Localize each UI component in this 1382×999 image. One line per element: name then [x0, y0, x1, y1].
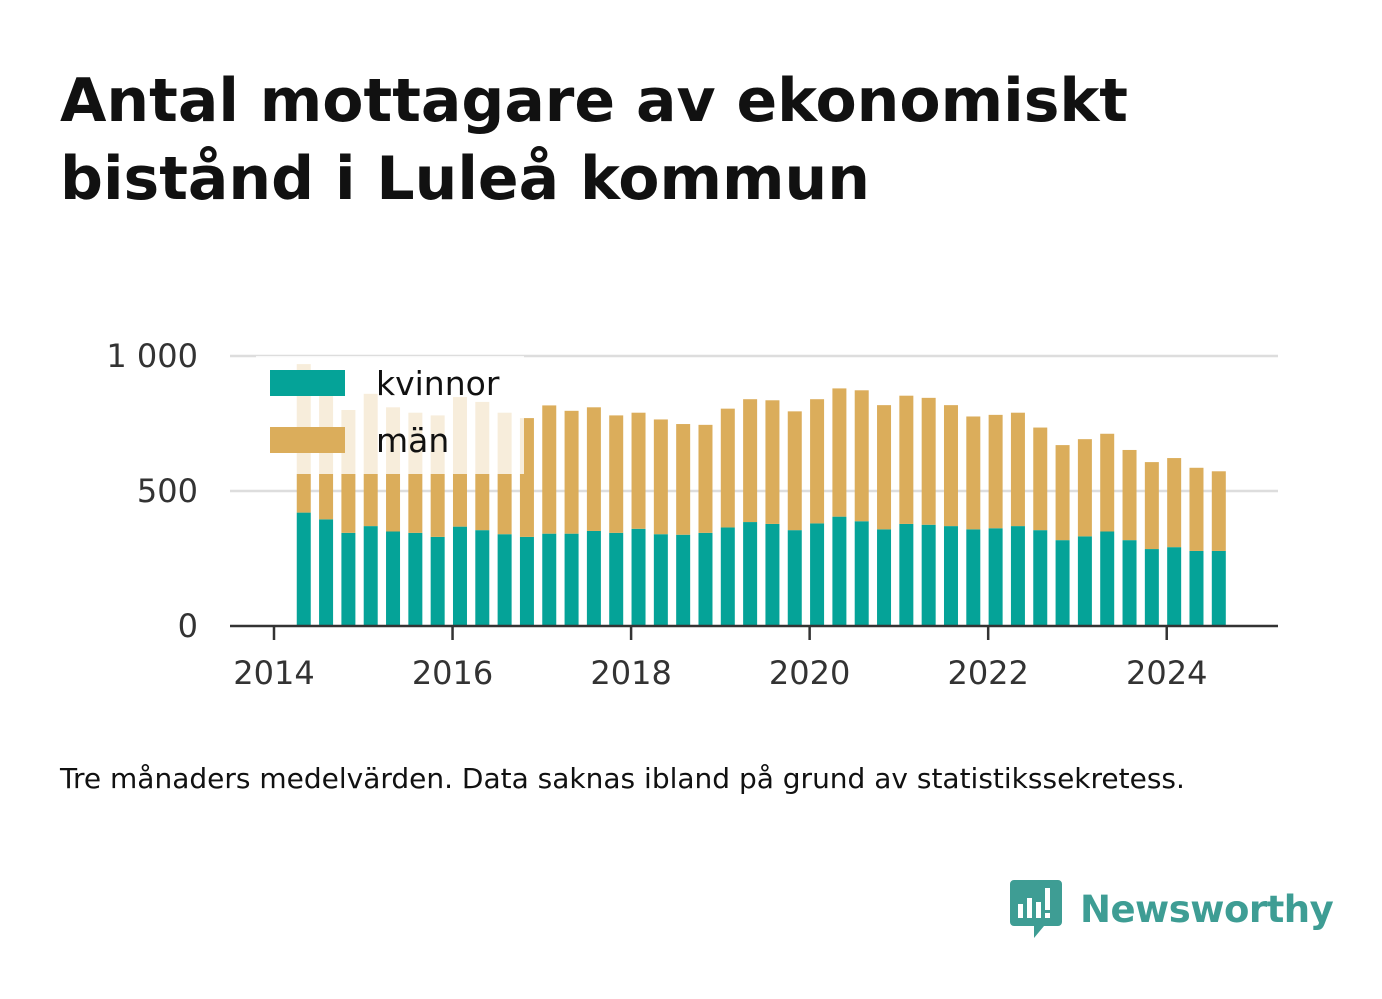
bar-kvinnor-2014-05 [296, 512, 311, 626]
bar-kvinnor-2018-05 [653, 534, 668, 626]
brand-name: Newsworthy [1080, 887, 1334, 931]
bar-m-n-2020-11 [877, 405, 892, 530]
bar-kvinnor-2020-05 [832, 516, 847, 626]
bar-kvinnor-2016-02 [452, 526, 467, 626]
bar-kvinnor-2023-02 [1077, 536, 1092, 626]
bar-kvinnor-2019-02 [720, 527, 735, 626]
bar-m-n-2024-08 [1211, 471, 1226, 551]
bar-kvinnor-2017-11 [609, 532, 624, 626]
bar-kvinnor-2022-08 [1033, 530, 1048, 626]
bar-kvinnor-2019-08 [765, 523, 780, 626]
bar-kvinnor-2021-05 [921, 524, 936, 626]
y-tick-label: 0 [178, 607, 198, 645]
bar-kvinnor-2016-05 [475, 530, 490, 626]
bar-m-n-2021-11 [966, 416, 981, 530]
bar-m-n-2019-05 [743, 399, 758, 523]
bar-kvinnor-2020-11 [877, 529, 892, 626]
legend-label: män [376, 421, 449, 460]
bar-m-n-2024-05 [1189, 467, 1204, 551]
bar-m-n-2024-02 [1167, 458, 1182, 548]
x-tick-label: 2022 [947, 654, 1028, 692]
bar-kvinnor-2020-02 [810, 523, 825, 626]
bar-kvinnor-2017-02 [542, 533, 557, 626]
brand-logo: Newsworthy [1010, 878, 1334, 940]
legend-label: kvinnor [376, 364, 500, 403]
chart-footnote: Tre månaders medelvärden. Data saknas ib… [60, 762, 1185, 795]
axes: 0 500 1 000 2014 2016 2018 2020 2022 2024 [106, 337, 1278, 692]
bar-kvinnor-2017-05 [564, 533, 579, 626]
bar-m-n-2017-02 [542, 405, 557, 534]
bar-m-n-2018-02 [631, 412, 646, 529]
bar-kvinnor-2023-05 [1100, 531, 1115, 626]
bar-kvinnor-2023-11 [1144, 549, 1159, 626]
bar-m-n-2022-05 [1010, 412, 1025, 527]
bar-m-n-2019-02 [720, 408, 735, 528]
bar-kvinnor-2018-08 [676, 534, 691, 626]
bar-kvinnor-2015-11 [430, 536, 445, 626]
bar-m-n-2023-11 [1144, 462, 1159, 550]
bar-m-n-2022-11 [1055, 445, 1070, 541]
bar-kvinnor-2017-08 [586, 530, 601, 626]
bar-kvinnor-2015-08 [408, 532, 423, 626]
bar-m-n-2022-02 [988, 414, 1003, 529]
bar-m-n-2022-08 [1033, 427, 1048, 531]
bar-chart-speech-bubble-icon [1010, 880, 1062, 938]
x-tick-label: 2020 [769, 654, 850, 692]
bar-kvinnor-2018-11 [698, 532, 713, 626]
bar-m-n-2021-08 [943, 405, 958, 527]
bar-m-n-2018-05 [653, 419, 668, 535]
bar-m-n-2020-05 [832, 388, 847, 517]
legend-swatch-m-n [270, 427, 345, 453]
bar-m-n-2021-05 [921, 397, 936, 525]
legend-swatch-kvinnor [270, 370, 345, 396]
bar-m-n-2021-02 [899, 395, 914, 524]
bar-kvinnor-2019-05 [743, 522, 758, 626]
bar-kvinnor-2016-11 [519, 536, 534, 626]
bar-m-n-2023-08 [1122, 449, 1137, 541]
y-tick-label: 500 [137, 472, 198, 510]
bar-kvinnor-2024-08 [1211, 550, 1226, 626]
bar-kvinnor-2022-11 [1055, 540, 1070, 626]
bar-m-n-2019-08 [765, 400, 780, 524]
x-tick-label: 2024 [1126, 654, 1207, 692]
bar-m-n-2019-11 [787, 411, 802, 531]
chart-title: Antal mottagare av ekonomiskt bistånd i … [60, 66, 1128, 214]
bar-kvinnor-2014-11 [341, 532, 356, 626]
bar-kvinnor-2021-08 [943, 526, 958, 626]
bar-kvinnor-2014-08 [319, 519, 334, 626]
legend: kvinnor män [256, 356, 524, 474]
bar-kvinnor-2018-02 [631, 528, 646, 626]
bar-kvinnor-2019-11 [787, 530, 802, 626]
bar-m-n-2023-02 [1077, 439, 1092, 537]
y-tick-label: 1 000 [106, 337, 198, 375]
bar-m-n-2020-08 [854, 390, 869, 522]
bar-kvinnor-2024-05 [1189, 550, 1204, 626]
bar-kvinnor-2021-02 [899, 523, 914, 626]
bar-kvinnor-2015-02 [363, 526, 378, 626]
bar-kvinnor-2023-08 [1122, 540, 1137, 626]
bar-kvinnor-2022-02 [988, 528, 1003, 626]
bar-kvinnor-2021-11 [966, 529, 981, 626]
bar-m-n-2017-08 [586, 407, 601, 531]
bar-m-n-2023-05 [1100, 433, 1115, 532]
bar-kvinnor-2016-08 [497, 534, 512, 626]
bar-kvinnor-2015-05 [386, 531, 401, 626]
bar-m-n-2020-02 [810, 399, 825, 524]
bar-m-n-2017-11 [609, 415, 624, 533]
bar-m-n-2018-08 [676, 424, 691, 535]
bars [296, 364, 1226, 626]
x-tick-label: 2018 [590, 654, 671, 692]
stacked-bar-chart: 0 500 1 000 2014 2016 2018 2020 2022 2024 kvinno… [106, 337, 1278, 692]
bar-m-n-2018-11 [698, 424, 713, 533]
x-tick-label: 2014 [233, 654, 314, 692]
bar-kvinnor-2024-02 [1167, 547, 1182, 626]
bar-m-n-2017-05 [564, 410, 579, 534]
bar-kvinnor-2022-05 [1010, 526, 1025, 626]
x-tick-label: 2016 [412, 654, 493, 692]
bar-kvinnor-2020-08 [854, 521, 869, 626]
